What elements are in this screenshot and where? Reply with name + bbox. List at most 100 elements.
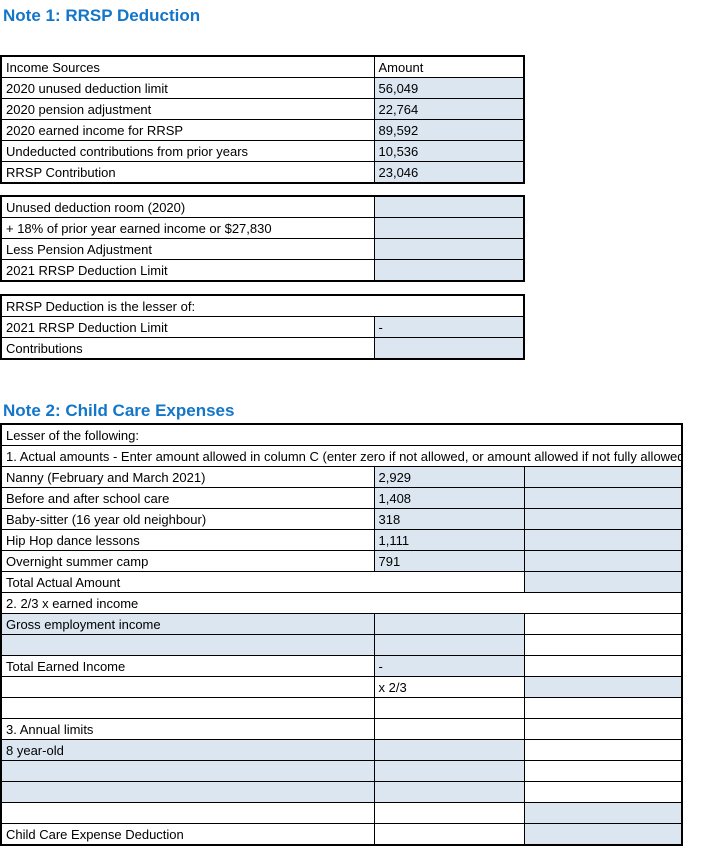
empty-cell[interactable]	[523, 781, 683, 803]
income-row-amount-cell[interactable]: 22,764	[373, 98, 525, 120]
child-care-deduction-value-cell[interactable]	[523, 823, 683, 846]
gross-employment-income-value-cell[interactable]	[373, 613, 525, 635]
two-thirds-result-cell[interactable]	[523, 676, 683, 698]
rrsp-deduction-limit-label-cell[interactable]: 2021 RRSP Deduction Limit	[0, 259, 375, 282]
table-row: Undeducted contributions from prior year…	[0, 140, 525, 162]
empty-cell[interactable]	[0, 697, 375, 719]
income-row-amount-cell[interactable]: 23,046	[373, 161, 525, 184]
expense-amount-cell[interactable]: 2,929	[373, 466, 525, 488]
deduction-room-label-cell[interactable]: + 18% of prior year earned income or $27…	[0, 217, 375, 239]
income-row-label-cell[interactable]: 2020 pension adjustment	[0, 98, 375, 120]
expense-amount-cell[interactable]: 1,408	[373, 487, 525, 509]
empty-cell[interactable]	[523, 718, 683, 740]
income-sources-header-cell[interactable]: Income Sources	[0, 55, 375, 78]
expense-label-cell[interactable]: Nanny (February and March 2021)	[0, 466, 375, 488]
table-row: 2020 unused deduction limit 56,049	[0, 77, 525, 99]
table-row: RRSP Contribution 23,046	[0, 161, 525, 184]
expense-label-cell[interactable]: Baby-sitter (16 year old neighbour)	[0, 508, 375, 530]
gross-employment-income-label-cell[interactable]: Gross employment income	[0, 613, 375, 635]
expense-amount-cell[interactable]: 791	[373, 550, 525, 572]
lesser-following-header-cell[interactable]: Lesser of the following:	[0, 423, 683, 446]
empty-cell[interactable]	[523, 739, 683, 761]
rrsp-deduction-limit-value-cell[interactable]	[373, 259, 525, 282]
deduction-room-label-cell[interactable]: Less Pension Adjustment	[0, 238, 375, 260]
lesser-of-label-cell[interactable]: Contributions	[0, 337, 375, 360]
lesser-of-header-cell[interactable]: RRSP Deduction is the lesser of:	[0, 294, 525, 317]
note1-title: Note 1: RRSP Deduction	[3, 6, 201, 25]
other-income-value-cell[interactable]	[373, 634, 525, 656]
amount-header-cell[interactable]: Amount	[373, 55, 525, 78]
actual-amounts-header-cell[interactable]: 1. Actual amounts - Enter amount allowed…	[0, 445, 683, 467]
table-row: 1. Actual amounts - Enter amount allowed…	[0, 445, 683, 467]
child-age-label-cell[interactable]	[0, 781, 375, 803]
table-row: 2021 RRSP Deduction Limit -	[0, 316, 525, 338]
empty-cell[interactable]	[373, 823, 525, 846]
table-row: Before and after school care 1,408	[0, 487, 683, 509]
deduction-room-value-cell[interactable]	[373, 238, 525, 260]
deduction-room-label-cell[interactable]: Unused deduction room (2020)	[0, 195, 375, 218]
total-actual-amount-value-cell[interactable]	[523, 571, 683, 593]
income-row-amount-cell[interactable]: 89,592	[373, 119, 525, 141]
total-earned-income-value-cell[interactable]: -	[373, 655, 525, 677]
income-row-label-cell[interactable]: RRSP Contribution	[0, 161, 375, 184]
expense-amount-cell[interactable]: 1,111	[373, 529, 525, 551]
empty-cell[interactable]	[523, 634, 683, 656]
expense-allowed-cell[interactable]	[523, 487, 683, 509]
empty-cell[interactable]	[0, 676, 375, 698]
total-earned-income-label-cell[interactable]: Total Earned Income	[0, 655, 375, 677]
income-row-label-cell[interactable]: 2020 unused deduction limit	[0, 77, 375, 99]
deduction-room-value-cell[interactable]	[373, 195, 525, 218]
table-row: 2020 pension adjustment 22,764	[0, 98, 525, 120]
empty-cell[interactable]	[523, 613, 683, 635]
table-row	[0, 802, 683, 824]
table-row	[0, 634, 683, 656]
empty-cell[interactable]	[373, 718, 525, 740]
expense-allowed-cell[interactable]	[523, 529, 683, 551]
annual-limits-header-cell[interactable]: 3. Annual limits	[0, 718, 375, 740]
lesser-of-label-cell[interactable]: 2021 RRSP Deduction Limit	[0, 316, 375, 338]
table-row: 2021 RRSP Deduction Limit	[0, 259, 525, 282]
table-row	[0, 697, 683, 719]
expense-label-cell[interactable]: Before and after school care	[0, 487, 375, 509]
lesser-of-value-cell[interactable]: -	[373, 316, 525, 338]
deduction-room-value-cell[interactable]	[373, 217, 525, 239]
lesser-of-value-cell[interactable]	[373, 337, 525, 360]
expense-label-cell[interactable]: Hip Hop dance lessons	[0, 529, 375, 551]
annual-limit-value-cell[interactable]	[373, 760, 525, 782]
total-actual-amount-label-cell[interactable]: Total Actual Amount	[0, 571, 525, 593]
expense-label-cell[interactable]: Overnight summer camp	[0, 550, 375, 572]
income-row-label-cell[interactable]: Undeducted contributions from prior year…	[0, 140, 375, 162]
expense-allowed-cell[interactable]	[523, 466, 683, 488]
annual-limit-value-cell[interactable]	[373, 781, 525, 803]
table-row: Child Care Expense Deduction	[0, 823, 683, 846]
table-row: Hip Hop dance lessons 1,111	[0, 529, 683, 551]
child-age-label-cell[interactable]: 8 year-old	[0, 739, 375, 761]
child-age-label-cell[interactable]	[0, 760, 375, 782]
empty-cell[interactable]	[523, 697, 683, 719]
empty-cell[interactable]	[523, 760, 683, 782]
expense-allowed-cell[interactable]	[523, 550, 683, 572]
empty-cell[interactable]	[523, 655, 683, 677]
table-row: Total Actual Amount	[0, 571, 683, 593]
child-care-expenses-table: Lesser of the following: 1. Actual amoun…	[0, 423, 683, 846]
table-row: Less Pension Adjustment	[0, 238, 525, 260]
annual-limit-total-cell[interactable]	[523, 802, 683, 824]
expense-allowed-cell[interactable]	[523, 508, 683, 530]
empty-cell[interactable]	[373, 697, 525, 719]
table-row: 2. 2/3 x earned income	[0, 592, 683, 614]
income-row-amount-cell[interactable]: 10,536	[373, 140, 525, 162]
other-income-label-cell[interactable]	[0, 634, 375, 656]
table-row: 8 year-old	[0, 739, 683, 761]
table-row: Lesser of the following:	[0, 423, 683, 446]
annual-limit-value-cell[interactable]	[373, 739, 525, 761]
table-row: Overnight summer camp 791	[0, 550, 683, 572]
empty-cell[interactable]	[0, 802, 375, 824]
empty-cell[interactable]	[373, 802, 525, 824]
table-row: Gross employment income	[0, 613, 683, 635]
income-row-label-cell[interactable]: 2020 earned income for RRSP	[0, 119, 375, 141]
two-thirds-fraction-cell[interactable]: x 2/3	[373, 676, 525, 698]
child-care-deduction-label-cell[interactable]: Child Care Expense Deduction	[0, 823, 375, 846]
expense-amount-cell[interactable]: 318	[373, 508, 525, 530]
income-row-amount-cell[interactable]: 56,049	[373, 77, 525, 99]
earned-income-header-cell[interactable]: 2. 2/3 x earned income	[0, 592, 683, 614]
